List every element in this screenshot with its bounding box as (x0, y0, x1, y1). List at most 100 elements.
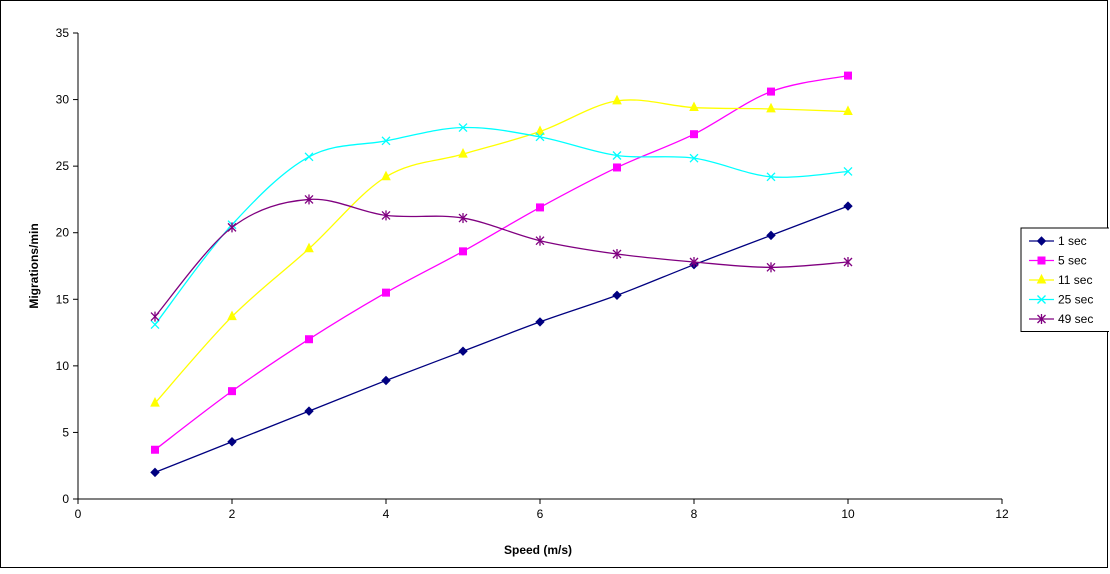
data-point (766, 230, 776, 241)
y-tick-label: 5 (62, 425, 69, 439)
series-layer (150, 71, 853, 478)
data-point (843, 201, 853, 211)
marker-stroke (381, 136, 391, 146)
x-tick-label: 10 (841, 507, 855, 521)
data-point (458, 123, 468, 132)
data-point (689, 257, 699, 268)
data-point (535, 317, 545, 327)
data-point (766, 102, 776, 113)
legend: 1 sec 5 sec 11 sec 25 sec 49 sec (1020, 227, 1110, 332)
data-point (150, 320, 160, 330)
data-point (612, 290, 622, 300)
data-point (612, 249, 622, 260)
y-tick-label: 10 (56, 359, 70, 373)
y-tick-label: 30 (56, 93, 70, 107)
data-point (150, 467, 160, 478)
marker-stroke (612, 151, 622, 160)
data-point (536, 203, 544, 212)
data-point (227, 310, 237, 321)
data-point (844, 71, 852, 80)
data-point (843, 167, 853, 176)
series-11-sec (150, 94, 853, 407)
data-point (767, 87, 775, 96)
marker-stroke (1037, 295, 1046, 304)
x-tick-label: 4 (383, 507, 390, 521)
marker-stroke (843, 167, 853, 176)
legend-box (1020, 227, 1110, 332)
x-tick-label: 0 (75, 507, 82, 521)
legend-label: 5 sec (1058, 254, 1087, 268)
series-5-sec (151, 71, 852, 454)
marker-stroke (304, 152, 314, 162)
legend-label: 49 sec (1058, 312, 1093, 326)
x-axis-ticks: 0 2 4 6 8 10 12 (75, 499, 1009, 521)
data-point (304, 194, 314, 205)
y-tick-label: 35 (56, 26, 70, 40)
series-49-sec (150, 194, 853, 322)
legend-marker (1037, 314, 1046, 324)
legend-marker (1037, 256, 1046, 265)
legend-item: 1 sec (1029, 234, 1087, 248)
series-line-49-sec (154, 198, 849, 318)
data-point (150, 397, 160, 407)
y-tick-label: 15 (56, 292, 70, 306)
legend-marker (1036, 236, 1047, 246)
data-point (381, 136, 391, 146)
data-point (151, 445, 159, 454)
data-point (843, 105, 853, 116)
data-point (304, 242, 314, 253)
data-point (227, 222, 237, 233)
y-tick-label: 25 (56, 159, 70, 173)
data-point (766, 172, 776, 182)
x-tick-label: 6 (537, 507, 544, 521)
data-point (458, 346, 468, 356)
legend-item: 5 sec (1029, 254, 1087, 268)
legend-item: 11 sec (1029, 273, 1092, 287)
data-point (227, 437, 237, 447)
data-point (228, 387, 236, 396)
series-line-1-sec (154, 205, 849, 473)
legend-marker (1036, 273, 1047, 284)
data-point (613, 163, 621, 172)
y-tick-label: 0 (62, 492, 69, 506)
marker-stroke (689, 153, 699, 163)
legend-label: 1 sec (1058, 234, 1087, 248)
legend-marker (1037, 295, 1046, 304)
data-point (304, 406, 314, 416)
data-point (381, 170, 391, 181)
series-25-sec (150, 123, 853, 330)
data-point (612, 151, 622, 160)
data-point (535, 125, 545, 136)
data-point (612, 94, 622, 105)
data-point (690, 130, 698, 139)
series-line-11-sec (154, 99, 849, 404)
legend-item: 25 sec (1029, 293, 1093, 307)
data-point (766, 262, 776, 273)
x-axis-title: Speed (m/s) (504, 543, 572, 557)
series-line-25-sec (154, 126, 849, 325)
data-point (535, 235, 545, 246)
data-point (843, 257, 853, 268)
data-point (382, 288, 390, 297)
data-point (458, 148, 468, 158)
y-axis-title: Migrations/min (27, 223, 41, 308)
y-axis-ticks: 0 5 10 15 20 25 30 35 (56, 26, 78, 506)
marker-stroke (535, 132, 545, 142)
data-point (458, 213, 468, 224)
legend-item: 49 sec (1029, 312, 1093, 326)
data-point (304, 152, 314, 162)
data-point (689, 153, 699, 163)
series-line-5-sec (154, 74, 849, 451)
data-point (689, 101, 699, 112)
marker-stroke (150, 320, 160, 330)
marker-stroke (458, 123, 468, 132)
data-point (150, 311, 160, 322)
data-point (459, 247, 467, 256)
legend-label: 25 sec (1058, 293, 1093, 307)
legend-label: 11 sec (1058, 273, 1092, 287)
x-tick-label: 12 (995, 507, 1009, 521)
y-tick-label: 20 (56, 226, 70, 240)
x-tick-label: 2 (229, 507, 236, 521)
